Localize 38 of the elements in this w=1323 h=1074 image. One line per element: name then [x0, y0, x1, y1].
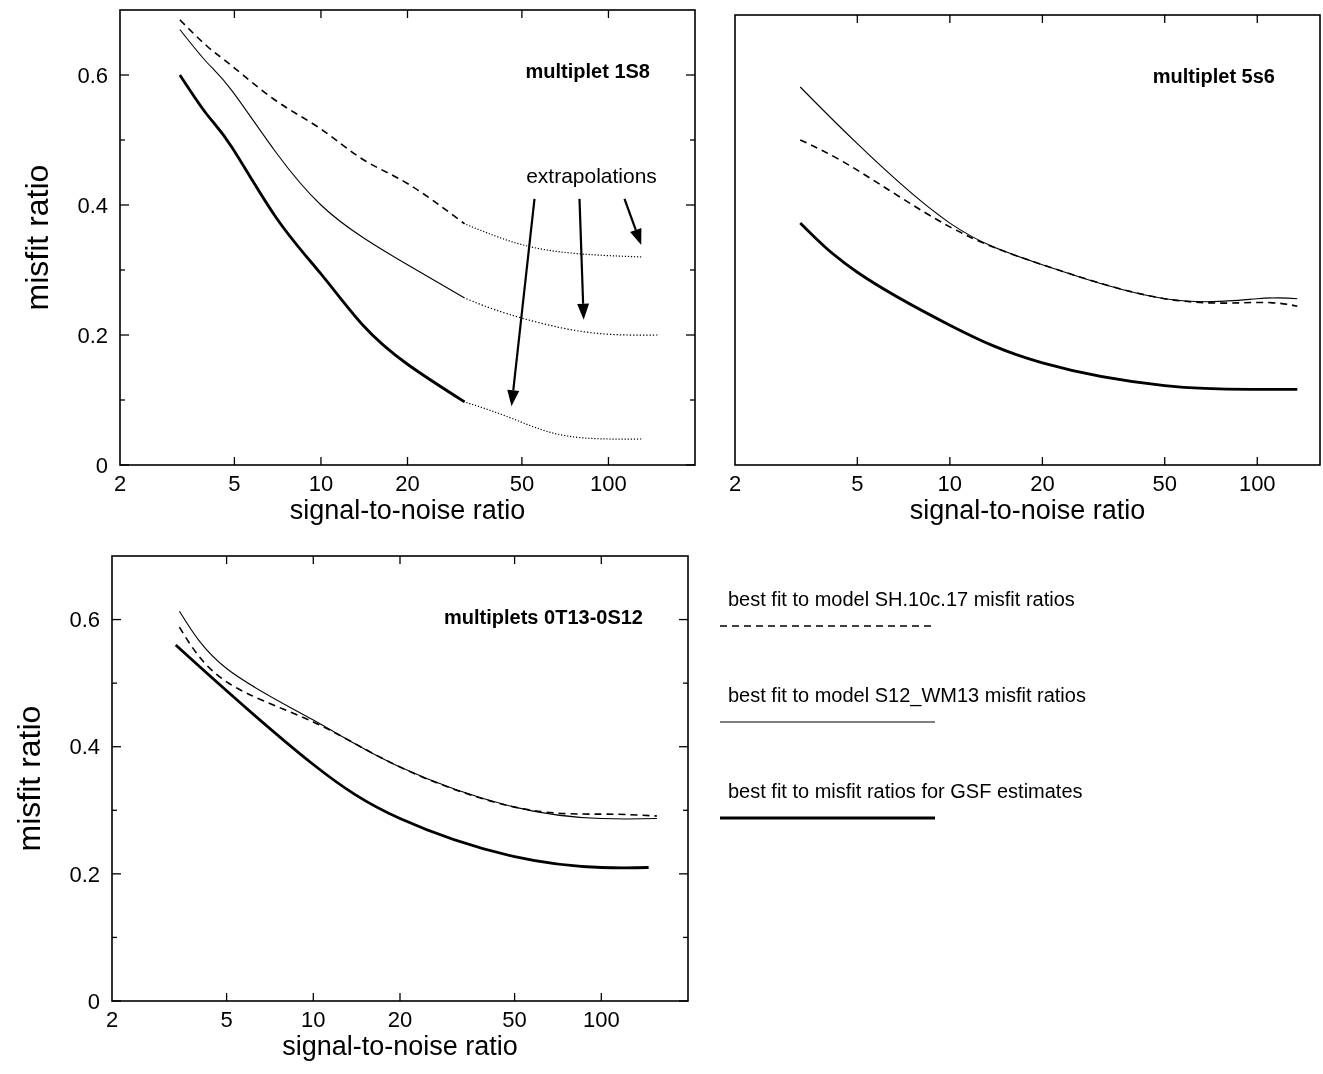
x-axis-title: signal-to-noise ratio: [282, 1031, 518, 1061]
x-tick-label: 10: [308, 471, 334, 496]
x-tick-label: 20: [395, 471, 420, 496]
x-tick-label: 5: [851, 471, 864, 496]
x-tick-label: 50: [509, 471, 535, 496]
x-tick-label: 2: [105, 1007, 119, 1032]
x-tick-label: 5: [220, 1007, 233, 1032]
y-tick-label: 0.2: [77, 322, 108, 348]
x-axis-title: signal-to-noise ratio: [909, 495, 1146, 525]
text: best fit to misfit ratios for GSF estimates: [728, 780, 1083, 802]
text: multiplet 1S8: [525, 60, 650, 82]
x-tick-label: 2: [728, 471, 742, 496]
x-tick-label: 5: [228, 471, 241, 496]
y-tick-label: 0: [87, 988, 100, 1014]
y-tick-label: 0: [95, 452, 108, 478]
x-tick-label: 2: [113, 471, 127, 496]
y-tick-label: 0.2: [69, 861, 100, 887]
chart-title: multiplet 5s6: [1152, 65, 1275, 87]
x-tick-label: 100: [590, 471, 627, 496]
text: best fit to model SH.10c.17 misfit ratios: [728, 588, 1075, 610]
x-tick-label: 50: [1152, 471, 1177, 496]
legend-label: best fit to model S12_WM13 misfit ratios: [728, 684, 1086, 707]
y-tick-label: 0.4: [69, 734, 100, 760]
y-axis-title: misfit ratio: [11, 705, 47, 852]
x-tick-label: 10: [301, 1007, 326, 1032]
x-tick-label: 10: [937, 471, 963, 496]
y-axis-title: misfit ratio: [19, 164, 55, 311]
y-tick-label: 0.6: [77, 62, 108, 88]
text: multiplets 0T13-0S12: [444, 606, 643, 628]
y-tick-label: 0.6: [69, 607, 100, 633]
x-axis-title: signal-to-noise ratio: [289, 495, 526, 525]
annotation: extrapolations: [526, 163, 657, 187]
x-tick-label: 20: [1030, 471, 1055, 496]
x-tick-label: 100: [582, 1007, 620, 1032]
y-tick-label: 0.4: [77, 192, 108, 218]
x-tick-label: 50: [502, 1007, 527, 1032]
x-tick-label: 100: [1238, 471, 1276, 496]
x-tick-label: 20: [387, 1007, 413, 1032]
